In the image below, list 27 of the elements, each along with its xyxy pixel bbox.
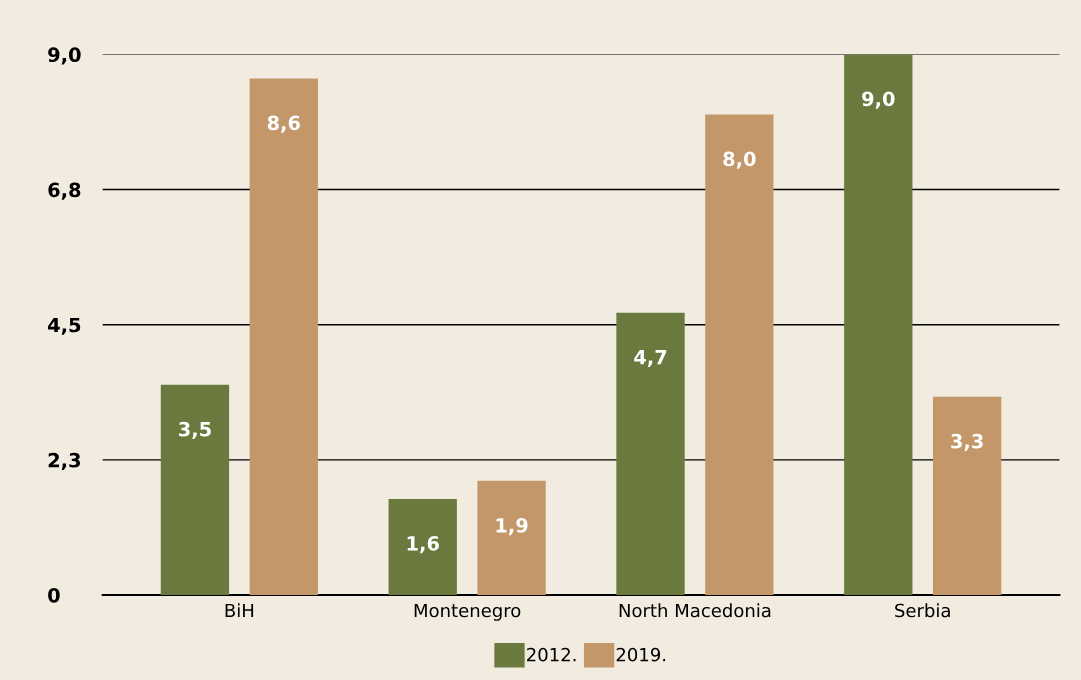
x-tick-label: Montenegro (414, 603, 521, 621)
x-tick-label: Serbia (895, 603, 950, 618)
bar (932, 396, 1002, 595)
data-label: 3,3 (951, 433, 983, 452)
data-label: 8,6 (267, 115, 300, 133)
bar (616, 312, 685, 595)
data-label: 9,0 (862, 91, 895, 109)
y-tick-label: 4,5 (48, 317, 81, 335)
bar (160, 384, 230, 595)
y-tick-label: 0 (48, 587, 60, 603)
data-label: 8,0 (723, 151, 756, 169)
y-tick-label: 2,3 (48, 452, 81, 470)
bar (844, 54, 913, 595)
legend-label: 2019. (616, 647, 666, 662)
y-tick-label: 6,8 (48, 182, 81, 200)
legend-label: 2012. (527, 647, 576, 662)
bar (388, 498, 457, 595)
data-label: 1,9 (496, 517, 528, 536)
data-label: 1,6 (407, 535, 439, 554)
x-tick-label: North Macedonia (619, 603, 771, 618)
y-tick-label: 9,0 (48, 47, 81, 65)
data-label: 3,5 (179, 421, 211, 440)
data-label: 4,7 (634, 350, 667, 367)
bar (705, 114, 774, 595)
bar (249, 78, 318, 595)
x-tick-label: BiH (225, 603, 254, 618)
bar (477, 480, 546, 595)
